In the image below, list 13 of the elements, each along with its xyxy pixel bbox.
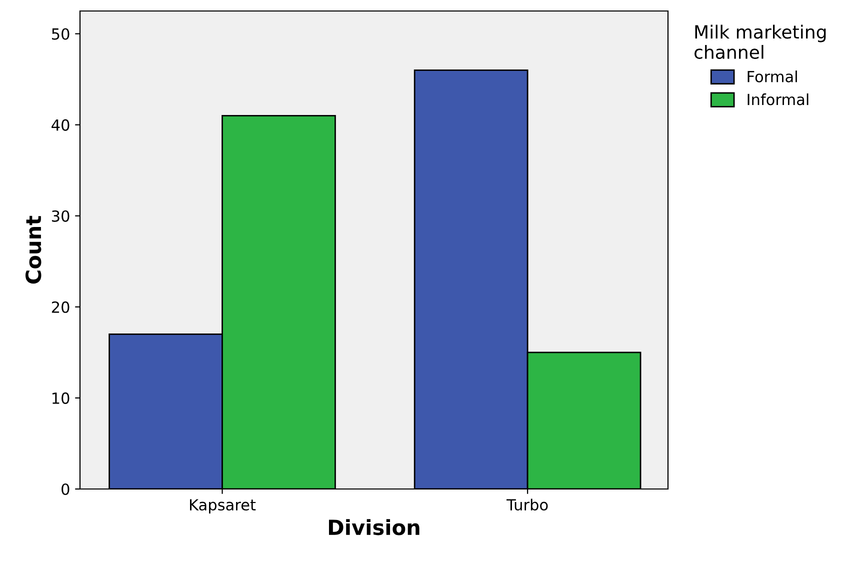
y-tick-label: 20 bbox=[52, 301, 70, 313]
y-tick-label: 10 bbox=[52, 392, 70, 404]
legend-title: Milk marketing channel bbox=[694, 24, 826, 59]
y-tick-label: 40 bbox=[52, 119, 70, 131]
y-tick-label: 50 bbox=[52, 28, 70, 40]
legend-label: Formal bbox=[748, 70, 797, 82]
x-tick-label: Turbo bbox=[506, 498, 548, 511]
y-tick-label: 30 bbox=[52, 210, 70, 222]
y-axis-title: Count bbox=[25, 216, 42, 284]
x-tick-label: Kapsaret bbox=[190, 499, 256, 514]
x-axis-title: Division bbox=[328, 519, 420, 536]
legend-label: Informal bbox=[748, 93, 808, 106]
y-tick-label: 0 bbox=[62, 483, 70, 496]
